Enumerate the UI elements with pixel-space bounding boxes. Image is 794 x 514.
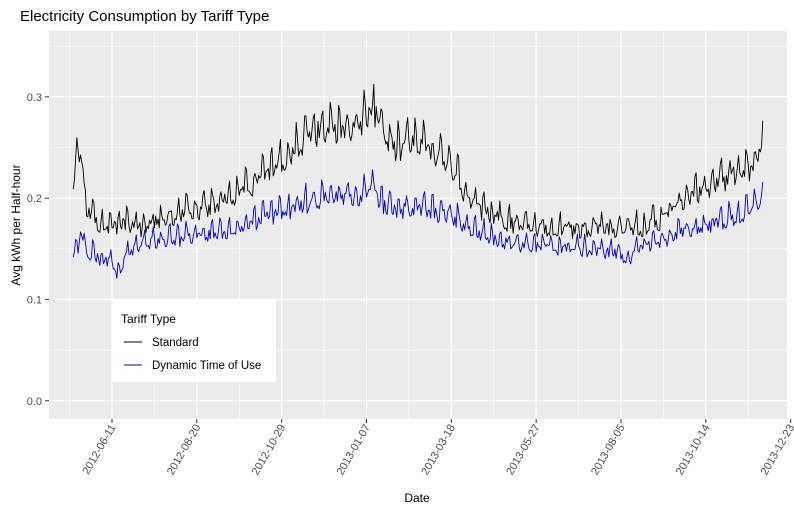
legend-label-dynamic-time-of-use: Dynamic Time of Use [152,360,261,372]
x-tick-label: 2012-06-11 [80,423,118,477]
y-axis-title: Avg kWh per Half-hour [9,164,23,285]
y-tick-label: 0.2 [27,193,42,205]
x-tick-label: 2013-08-05 [589,423,628,478]
y-tick-label: 0.0 [27,396,42,408]
series-line-dynamic-time-of-use [72,169,764,279]
legend-title: Tariff Type [121,312,176,326]
y-tick-label: 0.1 [27,294,42,306]
x-tick-label: 2013-01-07 [335,423,374,478]
legend: Tariff Type Standard Dynamic Time of Use [112,299,276,382]
x-tick-label: 2012-08-20 [165,423,204,478]
y-axis: 0.0 0.1 0.2 0.3 [27,92,49,408]
legend-label-standard: Standard [152,337,199,349]
x-tick-label: 2012-10-29 [250,423,289,478]
legend-box [112,299,276,382]
x-tick-label: 2013-10-14 [674,423,713,478]
x-axis-title: Date [404,491,430,505]
x-tick-label: 2013-03-18 [419,423,458,478]
y-tick-label: 0.3 [27,92,42,104]
series-line-standard [72,83,764,239]
x-tick-label: 2013-05-27 [504,423,543,478]
x-tick-label: 2013-12-23 [759,423,794,478]
x-axis: 2012-06-11 2012-08-20 2012-10-29 2013-01-07… [80,419,794,477]
series-lines [72,83,764,279]
chart-title: Electricity Consumption by Tariff Type [20,8,269,25]
